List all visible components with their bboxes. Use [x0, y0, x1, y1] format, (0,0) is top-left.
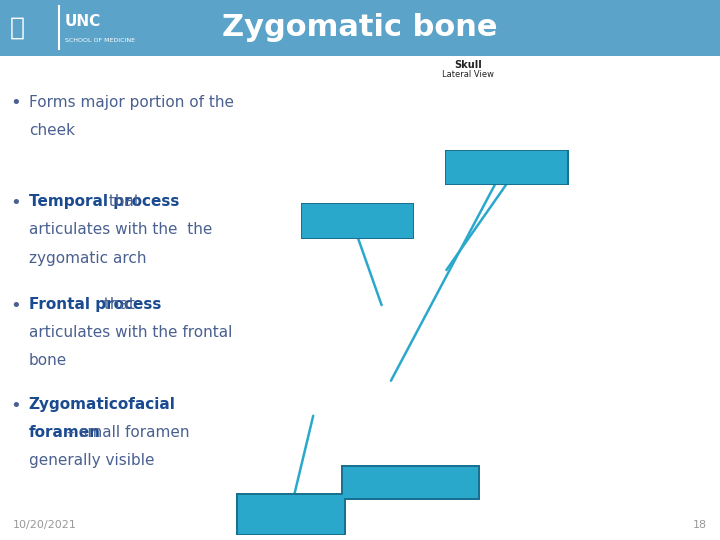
Text: that: that [104, 194, 140, 210]
Text: Zygomaticofacial: Zygomaticofacial [29, 397, 176, 412]
Text: articulates with the frontal: articulates with the frontal [29, 325, 232, 340]
Bar [445, 150, 569, 185]
Text: cheek: cheek [29, 123, 75, 138]
Bar [238, 495, 344, 534]
Text: – small foramen: – small foramen [61, 425, 189, 440]
Text: Frontal process: Frontal process [29, 297, 161, 312]
Text: UNC: UNC [65, 14, 101, 29]
Bar [341, 465, 480, 500]
Text: Skull: Skull [454, 60, 482, 70]
Bar [236, 493, 346, 535]
Text: foramen: foramen [29, 425, 101, 440]
Text: Lateral View: Lateral View [442, 70, 494, 79]
Text: SCHOOL OF MEDICINE: SCHOOL OF MEDICINE [65, 38, 135, 43]
Bar [446, 151, 567, 184]
Text: Zygomatic bone: Zygomatic bone [222, 14, 498, 42]
Bar [0, 0, 720, 56]
Text: Temporal process: Temporal process [29, 194, 179, 210]
Text: •: • [11, 94, 21, 112]
Text: •: • [11, 397, 21, 415]
Text: ⬛: ⬛ [9, 14, 27, 42]
Text: •: • [11, 297, 21, 315]
Text: Forms major portion of the: Forms major portion of the [29, 94, 234, 110]
Bar [301, 202, 414, 239]
Bar [343, 467, 478, 498]
Text: 🏛: 🏛 [9, 16, 24, 40]
Text: 10/20/2021: 10/20/2021 [13, 520, 77, 530]
Text: 18: 18 [693, 520, 707, 530]
Text: articulates with the  the: articulates with the the [29, 222, 212, 238]
Text: •: • [11, 194, 21, 212]
Bar [302, 204, 413, 238]
Text: that: that [99, 297, 135, 312]
Text: zygomatic arch: zygomatic arch [29, 251, 146, 266]
Text: generally visible: generally visible [29, 453, 154, 468]
Text: bone: bone [29, 353, 67, 368]
